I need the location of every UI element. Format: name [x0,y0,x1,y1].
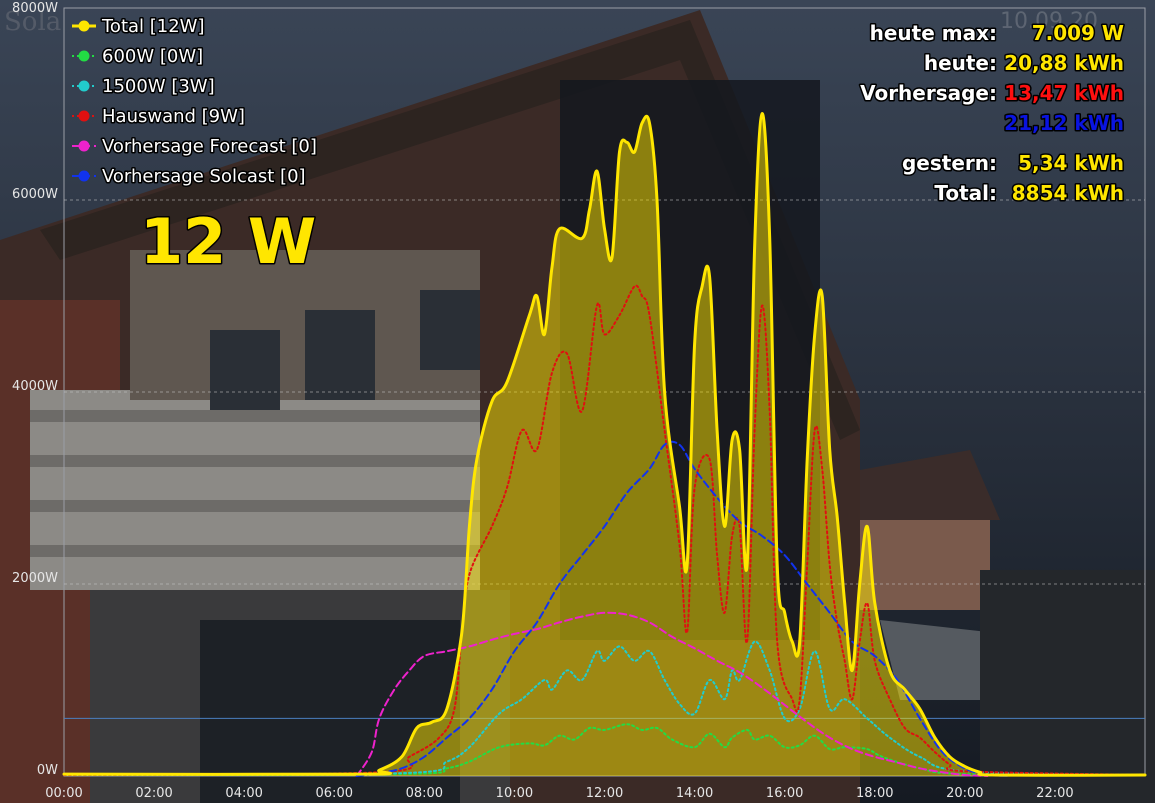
y-tick-label: 6000W [12,187,58,202]
current-power-value: 12 W [140,205,316,278]
stat-label: Vorhersage: [860,81,997,105]
stat-value: 21,12 kWh [1004,111,1124,135]
x-tick-label: 14:00 [676,786,713,801]
photo-date-watermark: 10.09.20 [1000,9,1098,34]
series-line-total [62,112,1147,777]
stat-value: 5,34 kWh [1018,151,1124,175]
stat-row: heute max: 7.009 W [868,20,1125,47]
legend-marker-dot [78,170,90,182]
legend-marker-dot [78,80,90,92]
power-chart: 0W 2000W 4000W 6000W 8000W 00:00 02:00 04:00 06… [12,1,1147,801]
stat-label: heute max: [870,21,997,45]
x-tick-label: 08:00 [406,786,443,801]
photo-watermark: Sola [4,7,61,37]
x-tick-label: 20:00 [946,786,983,801]
stat-label: Total: [934,181,997,205]
stat-value: 13,47 kWh [1004,81,1124,105]
legend-item-w600[interactable]: 600W [0W] [72,45,205,69]
y-tick-label: 8000W [12,1,58,16]
stat-row: heute: 20,88 kWh [922,50,1125,77]
y-tick-label: 2000W [12,571,58,586]
x-tick-label: 18:00 [856,786,893,801]
stat-row: Vorhersage: 13,47 kWh [859,80,1126,107]
stat-label: heute: [924,51,997,75]
legend-marker-dot [78,50,90,62]
x-tick-label: 22:00 [1036,786,1073,801]
y-axis-ticks: 0W 2000W 4000W 6000W 8000W [12,1,58,778]
legend-label: 1500W [3W] [102,76,215,97]
legend-marker-dot [78,140,90,152]
x-axis-ticks: 00:00 02:00 04:00 06:00 08:00 10:00 12:00 14:00… [45,786,1073,801]
legend-marker-dot [78,20,90,32]
stat-value: 7.009 W [1032,21,1124,45]
legend-label: Vorhersage Solcast [0] [102,166,306,187]
series-line-w1500 [63,640,1146,776]
x-tick-label: 06:00 [316,786,353,801]
series-lines [62,112,1147,777]
legend-item-total[interactable]: Total [12W] [72,15,206,39]
legend-label: Total [12W] [101,16,205,37]
chart-legend: Total [12W] 600W [0W] 1500W [3W] Hauswand [… [72,15,318,189]
series-line-solcast [355,440,1011,777]
legend-label: Hauswand [9W] [102,106,245,127]
y-tick-label: 0W [37,763,58,778]
x-tick-label: 04:00 [225,786,262,801]
legend-item-solcast[interactable]: Vorhersage Solcast [0] [72,165,307,189]
stat-row: gestern: 5,34 kWh [900,150,1125,177]
stat-row: Total: 8854 kWh [933,180,1126,207]
stat-value: 8854 kWh [1012,181,1124,205]
legend-label: 600W [0W] [102,46,203,67]
stats-panel: heute max: 7.009 W heute: 20,88 kWh Vorhersa… [859,20,1126,207]
series-line-w600 [63,723,1146,776]
x-tick-label: 12:00 [586,786,623,801]
legend-item-forecast[interactable]: Vorhersage Forecast [0] [72,135,318,159]
legend-item-w1500[interactable]: 1500W [3W] [72,75,216,99]
x-tick-label: 02:00 [135,786,172,801]
stat-label: gestern: [902,151,997,175]
x-tick-label: 16:00 [766,786,803,801]
y-tick-label: 4000W [12,379,58,394]
legend-item-hauswand[interactable]: Hauswand [9W] [72,105,246,129]
series-line-hauswand [63,284,1146,776]
stat-row: 21,12 kWh [1003,110,1126,137]
x-tick-label: 10:00 [496,786,533,801]
x-tick-label: 00:00 [45,786,82,801]
stat-value: 20,88 kWh [1004,51,1124,75]
legend-marker-dot [78,110,90,122]
legend-label: Vorhersage Forecast [0] [102,136,317,157]
